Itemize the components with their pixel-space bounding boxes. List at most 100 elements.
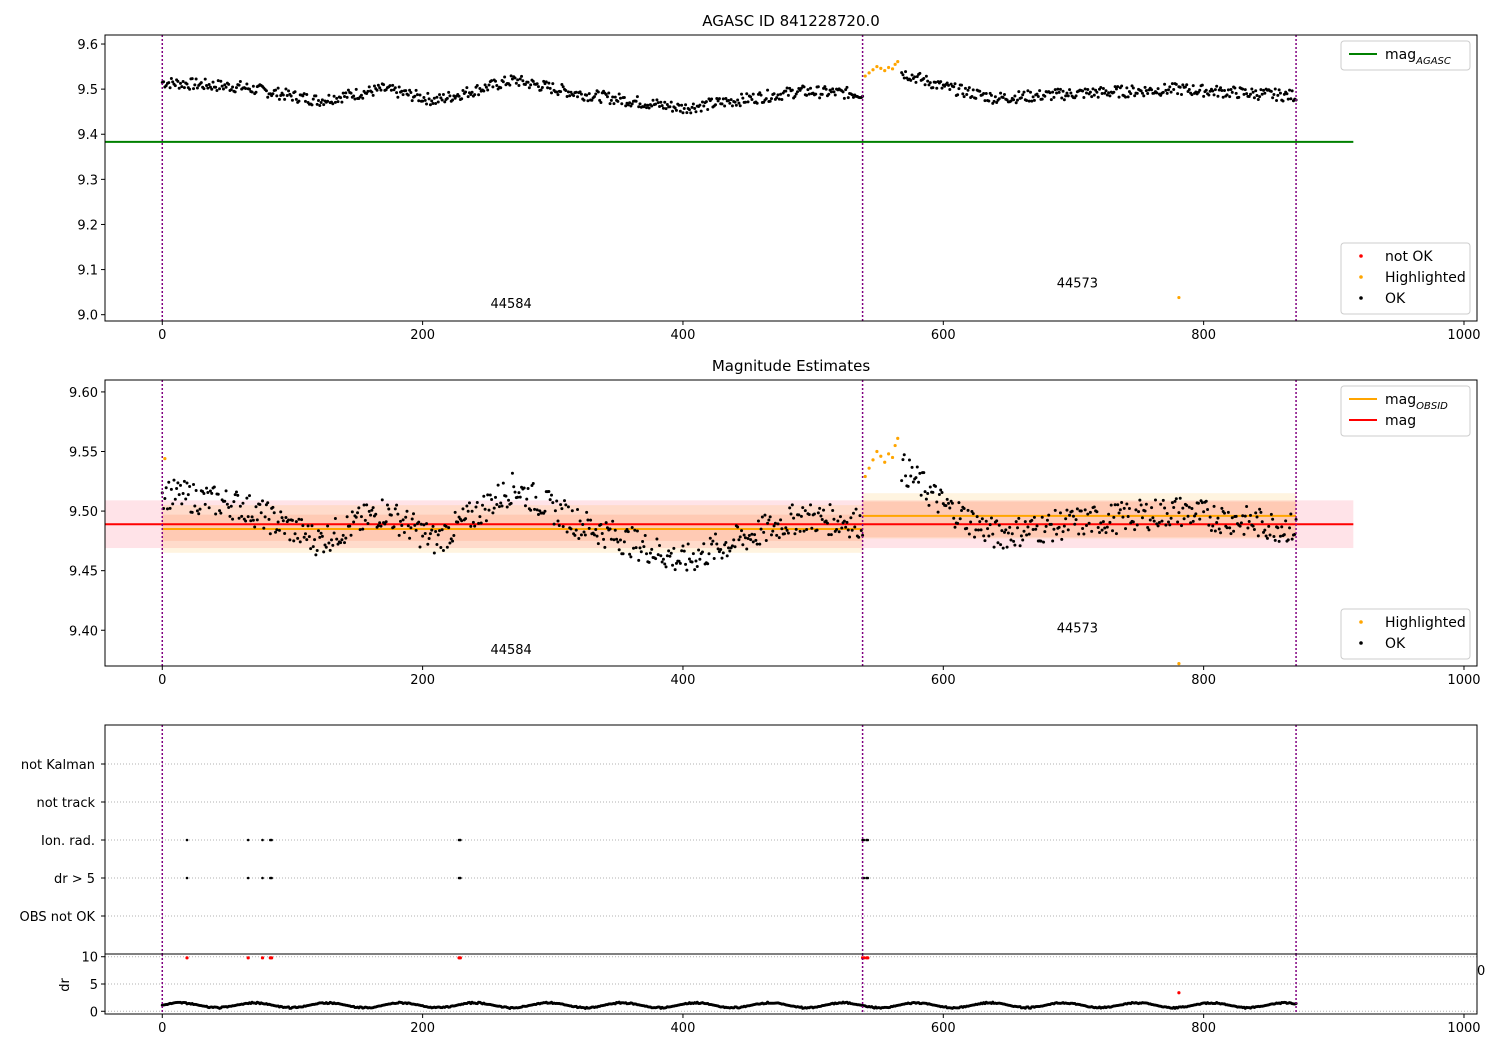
ok-point [470, 509, 474, 513]
ok-point [953, 525, 957, 529]
ok-point [1100, 528, 1104, 532]
ok-point [1153, 498, 1157, 502]
ok-point [229, 88, 233, 92]
ok-point [169, 487, 173, 491]
flag-point [185, 876, 189, 880]
ok-point [935, 86, 939, 90]
legend-box [1340, 608, 1471, 660]
ok-point [665, 103, 669, 107]
ok-point [1023, 520, 1027, 524]
ok-point [904, 70, 908, 74]
ok-point [1053, 88, 1057, 92]
ok-point [1163, 82, 1167, 86]
highlighted-point [871, 458, 875, 462]
x-tick-label: 1000 [1447, 1021, 1480, 1036]
ok-point [1061, 530, 1065, 534]
ok-point [285, 94, 289, 98]
ok-point [1019, 96, 1023, 100]
ok-point [1278, 91, 1282, 95]
ok-point [1260, 92, 1264, 96]
ok-point [914, 80, 918, 84]
ok-point [766, 521, 770, 525]
flag-point [270, 876, 273, 880]
ok-point [340, 538, 344, 542]
ok-point [208, 489, 212, 493]
ok-point [480, 503, 484, 507]
ok-point [165, 507, 169, 511]
ok-point [370, 508, 374, 512]
ok-point [937, 493, 941, 497]
ok-point [1263, 91, 1267, 95]
ok-point [401, 93, 405, 97]
ok-point [853, 525, 857, 529]
ok-point [733, 545, 737, 549]
ok-point [927, 503, 931, 507]
ok-point [529, 508, 533, 512]
ok-point [1140, 516, 1144, 520]
ok-point [561, 525, 565, 529]
ok-point [313, 538, 317, 542]
ok-point [193, 83, 197, 87]
ok-point [538, 509, 542, 513]
ok-point [501, 80, 505, 84]
ok-point [287, 89, 291, 93]
ok-point [210, 87, 214, 91]
ok-point [216, 79, 220, 83]
ok-point [451, 539, 455, 543]
y-axis-label: dr [58, 978, 73, 992]
ok-point [815, 528, 819, 532]
ok-point [630, 102, 634, 106]
ok-point [947, 501, 951, 505]
ok-point [1103, 526, 1107, 530]
ok-point [1176, 520, 1180, 524]
ok-point [796, 90, 800, 94]
y-tick-label: 9.1 [77, 264, 98, 279]
ok-point [1140, 91, 1144, 95]
ok-point [495, 84, 499, 88]
ok-point [1095, 510, 1099, 514]
ok-point [378, 86, 382, 90]
ok-point [991, 532, 995, 536]
highlighted-point [890, 455, 895, 460]
ok-point [631, 546, 635, 550]
highlighted-point [867, 71, 871, 75]
ok-point [835, 527, 839, 531]
ok-point [413, 94, 417, 98]
ok-point [962, 507, 966, 511]
highlighted-point [883, 69, 887, 73]
ok-point [233, 90, 237, 94]
ok-point [665, 554, 669, 558]
ok-point [1159, 502, 1163, 506]
ok-point [1216, 94, 1220, 98]
highlighted-point [875, 449, 879, 454]
ok-point [961, 92, 965, 96]
ok-point [1099, 521, 1103, 525]
ok-point [414, 528, 418, 532]
ok-point [208, 85, 212, 89]
ok-point [725, 554, 729, 558]
ok-point [385, 503, 389, 507]
flag-point [866, 838, 870, 842]
ok-point [833, 93, 837, 97]
ok-point [1207, 523, 1211, 527]
ok-point [1288, 88, 1292, 92]
ok-point [375, 88, 379, 92]
ok-point [1022, 90, 1026, 94]
ok-point [596, 542, 600, 546]
ok-point [495, 502, 499, 506]
ok-point [755, 101, 759, 105]
ok-point [1013, 543, 1017, 547]
ok-point [820, 92, 824, 96]
ok-point [599, 523, 603, 527]
legend: not OK Highlighted OK [1340, 242, 1471, 315]
highlighted-point [863, 74, 867, 78]
ok-point [798, 529, 802, 533]
ok-point [184, 497, 188, 501]
ok-point [690, 560, 694, 564]
ok-point [1055, 91, 1059, 95]
ok-point [402, 531, 406, 535]
ok-point [1057, 525, 1061, 529]
ok-point [1113, 85, 1117, 89]
ok-point [659, 100, 663, 104]
ok-point [618, 96, 622, 100]
